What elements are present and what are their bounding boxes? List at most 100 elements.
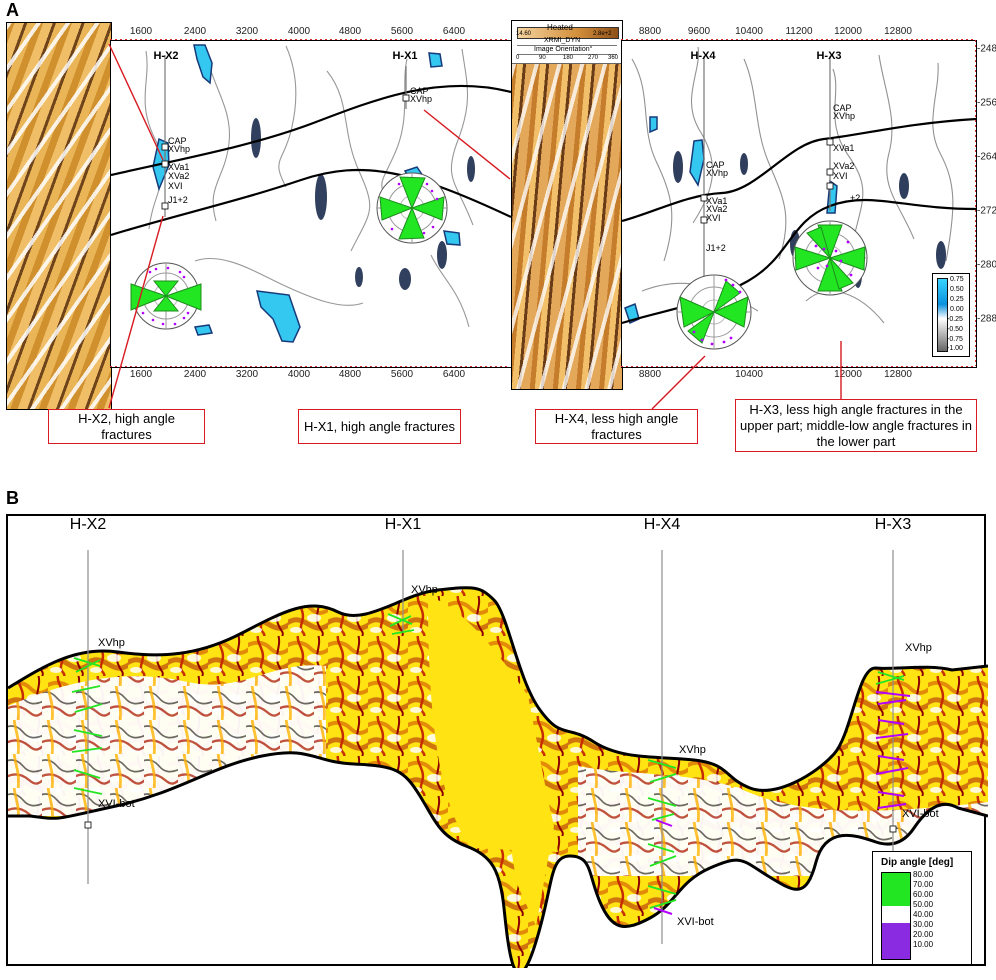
panel-b-well-hx4: H-X4 xyxy=(643,516,681,533)
legend-tick-60: 60.00 xyxy=(913,890,934,899)
marker-hx2-top: XVhp xyxy=(98,637,125,649)
bottom-axis-right-line xyxy=(621,366,975,367)
seismic-left-svg: CAP XVhp XVa1 XVa2 XVI J1+2 CAP XVhp xyxy=(111,44,511,343)
top-axis-right-line xyxy=(621,39,975,40)
colorbar-tick-000: 0.00 xyxy=(950,306,964,313)
hx2-cap-label: CAP xyxy=(168,136,187,146)
panel-a-well-hx2: H-X2 xyxy=(153,50,179,62)
hx4-xva2-label: XVa2 xyxy=(706,204,727,214)
legend-tick-20: 20.00 xyxy=(913,930,934,939)
top-axis-left-line xyxy=(110,39,510,40)
right-axis-2800: -2800 xyxy=(977,259,996,271)
rose-diagram-hx4 xyxy=(676,274,752,350)
top-axis-right-11200: 11200 xyxy=(785,26,813,37)
hx3-xva2-label: XVa2 xyxy=(833,161,854,171)
bottom-axis-left-3200: 3200 xyxy=(235,369,259,380)
colorbar-tick-m050: -0.50 xyxy=(947,326,963,333)
hx4-xvhp-label: XVhp xyxy=(706,168,728,178)
dip-angle-legend-title: Dip angle [deg] xyxy=(881,857,954,868)
top-axis-left-2400: 2400 xyxy=(183,26,207,37)
hx3-plus2-label: +2 xyxy=(850,193,860,203)
panel-a-well-hx4: H-X4 xyxy=(690,50,716,62)
middle-tick-0: 0 xyxy=(516,55,520,61)
marker-hx2-bottom: XVI-bot xyxy=(98,798,135,810)
dip-angle-legend-bar xyxy=(881,872,911,960)
panel-b-well-hx2: H-X2 xyxy=(69,516,107,533)
middle-subtitle: XRMI_DYN xyxy=(544,37,581,44)
marker-hx1-top: XVhp xyxy=(411,584,438,596)
colorbar-gradient xyxy=(937,278,948,352)
hx1-cap-label: CAP xyxy=(410,86,429,96)
colorbar-tick-025: 0.25 xyxy=(950,296,964,303)
bottom-axis-left-5600: 5600 xyxy=(390,369,414,380)
middle-orientation: Image Orientation° xyxy=(534,46,593,53)
middle-title: Heated xyxy=(547,23,573,32)
hx4-cap-label: CAP xyxy=(706,160,725,170)
panel-b-well-hx1: H-X1 xyxy=(384,516,422,533)
hx3-xva1-label: XVa1 xyxy=(833,143,854,153)
top-axis-left-6400: 6400 xyxy=(442,26,466,37)
annotation-hx2: H-X2, high angle fractures xyxy=(48,409,205,444)
colorbar-tick-m025: -0.25 xyxy=(947,316,963,323)
top-axis-right-12800: 12800 xyxy=(884,26,912,37)
seismic-right-svg: CAP XVhp XVa1 XVa2 XVI J1+2 CAP XVhp XVa… xyxy=(622,46,976,350)
hx4-j12-label: J1+2 xyxy=(706,243,726,253)
middle-tick-90: 90 xyxy=(539,55,546,61)
panel-b-frame: H-X2 H-X1 H-X4 H-X3 XVhp XVI-bot XVhp XV… xyxy=(6,514,989,975)
hx4-xvi-label: XVI xyxy=(706,213,721,223)
legend-tick-50: 50.00 xyxy=(913,900,934,909)
bottom-axis-right-12000: 12000 xyxy=(834,369,862,380)
top-axis-left-4800: 4800 xyxy=(338,26,362,37)
colorbar-tick-m100: -1.00 xyxy=(947,345,963,352)
colorbar-box: 0.75 0.50 0.25 0.00 -0.25 -0.50 -0.75 -1… xyxy=(932,273,970,357)
bottom-axis-right-8800: 8800 xyxy=(638,369,662,380)
panel-b-svg xyxy=(7,550,989,975)
rose-diagram-hx2 xyxy=(130,262,202,330)
legend-tick-10: 10.00 xyxy=(913,940,934,949)
middle-scale-left: 14.60 xyxy=(516,31,532,37)
top-axis-left-1600: 1600 xyxy=(129,26,153,37)
image-log-middle-header: Heated 14.60 2.8e+2 XRMI_DYN Image Orien… xyxy=(512,21,622,64)
panel-b-letter: B xyxy=(6,488,19,508)
hx2-xva2-label: XVa2 xyxy=(168,171,189,181)
right-axis-2640: -2640 xyxy=(977,151,996,163)
right-axis-line xyxy=(975,40,976,366)
bottom-axis-left-6400: 6400 xyxy=(442,369,466,380)
hx2-xvhp-label: XVhp xyxy=(168,144,190,154)
hx1-xvhp-label: XVhp xyxy=(410,94,432,104)
panel-a-letter: A xyxy=(6,0,19,20)
bottom-axis-left-line xyxy=(110,366,510,367)
panel-a: A xyxy=(0,0,996,452)
top-axis-right-12000: 12000 xyxy=(834,26,862,37)
seismic-panel-right: CAP XVhp XVa1 XVa2 XVI J1+2 CAP XVhp XVa… xyxy=(621,40,977,368)
bottom-axis-left-1600: 1600 xyxy=(129,369,153,380)
hx3-xvhp-label: XVhp xyxy=(833,111,855,121)
hx2-xva1-label: XVa1 xyxy=(168,162,189,172)
right-axis-2720: -2720 xyxy=(977,205,996,217)
colorbar-tick-075: 0.75 xyxy=(950,276,964,283)
marker-hx4-bottom: XVI-bot xyxy=(677,916,714,928)
legend-tick-30: 30.00 xyxy=(913,920,934,929)
right-axis-2480: -2480 xyxy=(977,43,996,55)
panel-b-well-hx3: H-X3 xyxy=(874,516,912,533)
middle-scale-right: 2.8e+2 xyxy=(593,31,612,37)
bottom-axis-left-4000: 4000 xyxy=(287,369,311,380)
middle-tick-270: 270 xyxy=(588,55,599,61)
image-log-middle-body xyxy=(512,64,622,389)
middle-color-scale xyxy=(517,27,619,39)
rose-diagram-hx3 xyxy=(792,220,868,296)
legend-tick-70: 70.00 xyxy=(913,880,934,889)
marker-hx3-bottom: XVI-bot xyxy=(902,808,939,820)
annotation-hx1: H-X1, high angle fractures xyxy=(298,409,461,444)
rose-diagram-hx1 xyxy=(376,172,448,244)
middle-tick-180: 180 xyxy=(563,55,574,61)
hx2-xvi-label: XVI xyxy=(168,181,183,191)
top-axis-right-9600: 9600 xyxy=(687,26,711,37)
top-axis-right-10400: 10400 xyxy=(735,26,763,37)
right-axis-2880: -2880 xyxy=(977,313,996,325)
panel-b: B xyxy=(0,488,996,980)
colorbar-tick-050: 0.50 xyxy=(950,286,964,293)
image-log-left xyxy=(6,22,112,410)
annotation-hx3: H-X3, less high angle fractures in the u… xyxy=(735,399,977,452)
panel-a-well-hx1: H-X1 xyxy=(392,50,418,62)
